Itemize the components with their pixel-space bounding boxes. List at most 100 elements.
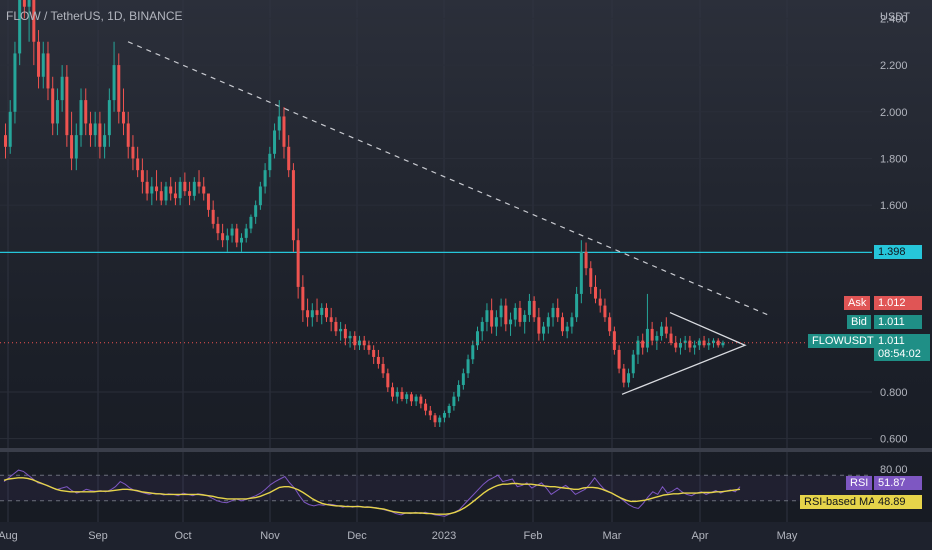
candle-body	[546, 317, 550, 327]
candle-body	[18, 0, 22, 54]
candle-body	[603, 305, 607, 318]
candle-body	[65, 76, 69, 136]
candle-body	[499, 305, 503, 318]
time-axis-label: May	[777, 530, 798, 542]
candle-body	[556, 307, 560, 318]
candle-body	[433, 415, 437, 423]
candle-body	[211, 209, 215, 224]
candle-body	[518, 307, 522, 322]
candle-body	[471, 345, 475, 360]
candle-body	[395, 391, 399, 397]
candle-body	[414, 396, 418, 402]
candle-body	[405, 394, 409, 399]
candle-body	[367, 345, 371, 350]
candle-body	[532, 300, 536, 318]
candle-body	[631, 354, 635, 374]
candle-body	[74, 135, 78, 159]
candle-body	[301, 286, 305, 311]
candle-body	[697, 340, 701, 346]
candle-body	[447, 405, 451, 413]
candle-body	[79, 100, 83, 136]
last-price-tag: 1.011	[874, 334, 930, 348]
rsi-ma-line	[3, 477, 741, 515]
ask-price-tag: 1.012	[874, 296, 922, 310]
candle-body	[372, 349, 376, 357]
triangle-pattern	[621, 311, 747, 395]
trend-line-dashed	[127, 41, 769, 316]
time-axis-label: Mar	[603, 530, 622, 542]
candle-body	[617, 349, 621, 369]
candle-body	[579, 251, 583, 294]
candle-body	[400, 391, 404, 399]
candle-body	[636, 340, 640, 355]
candle-body	[669, 333, 673, 343]
candle-body	[4, 135, 7, 147]
candle-body	[8, 111, 12, 147]
candle-body	[169, 186, 173, 194]
pane-separator	[0, 448, 932, 452]
candle-body	[98, 123, 102, 147]
candle-body	[343, 328, 347, 339]
candle-body	[627, 373, 631, 383]
candle-body	[150, 186, 154, 194]
candle-body	[70, 135, 74, 159]
candle-body	[565, 326, 569, 332]
candle-body	[386, 373, 390, 388]
time-axis-label: Apr	[691, 530, 708, 542]
bid-price-tag: 1.011	[874, 315, 922, 329]
candle-body	[428, 410, 432, 416]
candle-body	[206, 193, 210, 210]
candle-body	[136, 158, 140, 171]
candle-body	[93, 123, 97, 136]
time-axis-label: Sep	[88, 530, 108, 542]
price-tick-label: 2.000	[880, 107, 908, 119]
candle-body	[490, 310, 494, 327]
candle-body	[27, 0, 31, 7]
candle-body	[353, 335, 357, 346]
candle-body	[570, 317, 574, 327]
price-tick-label: 1.800	[880, 153, 908, 165]
time-axis-label: Oct	[174, 530, 191, 542]
candle-body	[480, 321, 484, 332]
candle-body	[452, 396, 456, 406]
candle-body	[438, 417, 442, 423]
candle-body	[584, 251, 588, 269]
candle-body	[683, 340, 687, 343]
candle-body	[442, 412, 446, 418]
candle-body	[84, 100, 88, 124]
candle-body	[240, 237, 243, 243]
candle-body	[145, 181, 149, 194]
candle-body	[183, 181, 187, 192]
candle-body	[159, 191, 163, 201]
candle-body	[707, 342, 711, 346]
candle-body	[140, 170, 144, 182]
candle-body	[391, 387, 395, 397]
symbol-price-tag: FLOWUSDT	[808, 334, 878, 348]
candle-body	[320, 307, 324, 315]
time-axis-label: 2023	[432, 530, 456, 542]
time-axis-label: Aug	[0, 530, 18, 542]
rsi-tick-label: 80.00	[880, 464, 908, 476]
time-axis-label: Nov	[260, 530, 280, 542]
rsi-ma-value-tag: 48.89	[874, 495, 922, 509]
candle-body	[509, 319, 513, 325]
rsi-value-tag: 51.87	[874, 476, 922, 490]
candle-body	[645, 328, 649, 348]
candle-body	[122, 111, 125, 124]
candle-body	[466, 359, 470, 374]
candle-body	[287, 146, 291, 171]
candle-body	[192, 181, 196, 196]
candle-body	[164, 186, 168, 201]
candle-body	[155, 186, 159, 192]
time-axis-label: Dec	[347, 530, 367, 542]
candle-body	[660, 326, 664, 336]
candle-body	[358, 340, 361, 346]
candle-body	[523, 314, 527, 322]
candle-body	[254, 205, 258, 217]
candle-body	[244, 228, 248, 238]
candle-body	[178, 181, 182, 199]
candle-body	[409, 394, 413, 402]
candles-group	[4, 0, 725, 427]
candle-body	[22, 0, 26, 7]
